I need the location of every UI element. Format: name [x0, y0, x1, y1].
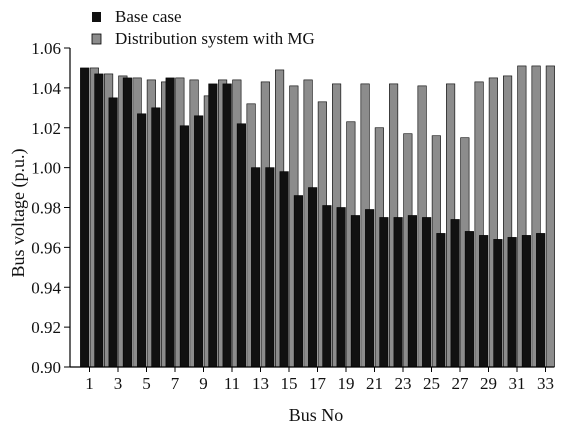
- x-tick-label: 23: [395, 374, 412, 393]
- bar-base-case-bus-4: [122, 77, 132, 368]
- x-tick-label: 19: [338, 374, 355, 393]
- bar-base-case-bus-28: [464, 231, 474, 368]
- bar-base-case-bus-25: [422, 217, 432, 368]
- y-tick-label: 1.00: [31, 159, 61, 178]
- bar-base-case-bus-18: [322, 205, 332, 368]
- legend: Base case Distribution system with MG: [91, 7, 315, 48]
- bar-base-case-bus-23: [393, 217, 403, 368]
- bar-base-case-bus-27: [450, 219, 460, 368]
- y-tick-label: 1.02: [31, 119, 61, 138]
- x-tick-label: 15: [281, 374, 298, 393]
- y-tick-label: 1.04: [31, 79, 61, 98]
- y-tick-label: 1.06: [31, 39, 61, 58]
- bar-base-case-bus-10: [208, 83, 218, 368]
- bar-base-case-bus-16: [293, 195, 303, 368]
- x-tick-label: 31: [509, 374, 526, 393]
- x-tick-label: 13: [252, 374, 269, 393]
- x-tick-label: 21: [366, 374, 383, 393]
- bar-base-case-bus-11: [222, 83, 232, 368]
- bar-base-case-bus-32: [521, 235, 531, 368]
- bar-base-case-bus-20: [350, 215, 360, 368]
- bar-base-case-bus-19: [336, 207, 346, 368]
- y-tick-label: 0.94: [31, 278, 61, 297]
- bar-base-case-bus-6: [151, 107, 161, 368]
- tick-labels-layer: 0.900.920.940.960.981.001.021.041.061 3 5 7…: [31, 39, 554, 393]
- x-tick-label: 7: [171, 374, 180, 393]
- bar-base-case-bus-8: [179, 125, 189, 368]
- x-tick-label: 1: [85, 374, 94, 393]
- x-tick-label: 3: [114, 374, 123, 393]
- y-tick-label: 0.90: [31, 358, 61, 377]
- x-tick-label: 27: [452, 374, 470, 393]
- x-tick-label: 5: [142, 374, 151, 393]
- bar-base-case-bus-3: [108, 97, 118, 368]
- x-tick-label: 11: [224, 374, 240, 393]
- bar-base-case-bus-33: [536, 233, 546, 368]
- x-tick-label: 33: [537, 374, 554, 393]
- bar-base-case-bus-26: [436, 233, 446, 368]
- bar-base-case-bus-5: [137, 113, 147, 368]
- y-tick-label: 0.92: [31, 318, 61, 337]
- x-tick-label: 25: [423, 374, 440, 393]
- legend-swatch-mg: [91, 33, 102, 45]
- bar-base-case-bus-21: [365, 209, 375, 368]
- legend-label-mg: Distribution system with MG: [115, 29, 315, 48]
- bar-base-case-bus-12: [236, 123, 246, 368]
- y-axis-label: Bus voltage (p.u.): [8, 149, 29, 278]
- x-tick-label: 17: [309, 374, 327, 393]
- legend-label-base-case: Base case: [115, 7, 182, 26]
- bar-base-case-bus-29: [479, 235, 489, 368]
- bar-mg-bus-33: [545, 65, 555, 368]
- bars-layer: [80, 65, 555, 368]
- x-tick-label: 9: [199, 374, 208, 393]
- bar-base-case-bus-17: [308, 187, 318, 368]
- bar-base-case-bus-9: [194, 115, 204, 368]
- bar-base-case-bus-14: [265, 167, 275, 368]
- bar-base-case-bus-13: [251, 167, 261, 368]
- bar-base-case-bus-7: [165, 77, 175, 368]
- y-tick-label: 0.96: [31, 238, 61, 257]
- bar-base-case-bus-24: [407, 215, 417, 368]
- x-tick-label: 29: [480, 374, 497, 393]
- x-axis-label: Bus No: [289, 405, 344, 425]
- bar-base-case-bus-30: [493, 239, 503, 368]
- bar-base-case-bus-15: [279, 171, 289, 368]
- axes-layer: [64, 47, 554, 372]
- bar-base-case-bus-1: [80, 67, 90, 368]
- y-tick-label: 0.98: [31, 199, 61, 218]
- bar-base-case-bus-31: [507, 237, 517, 368]
- legend-swatch-base-case: [92, 12, 101, 22]
- bar-base-case-bus-22: [379, 217, 389, 368]
- bar-base-case-bus-2: [94, 73, 104, 368]
